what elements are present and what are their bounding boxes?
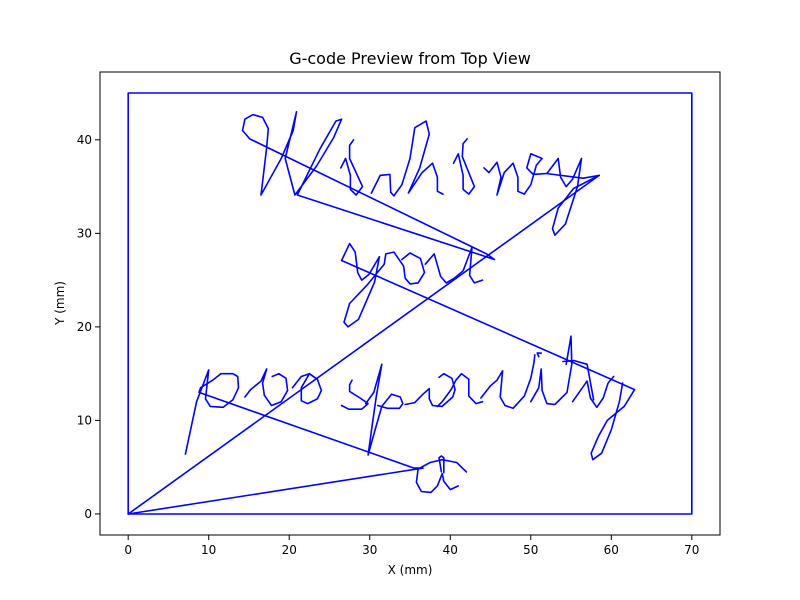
- x-tick-label: 20: [282, 543, 297, 557]
- toolpath-segment: [291, 372, 323, 405]
- y-tick-label: 30: [77, 226, 92, 240]
- x-tick-label: 10: [201, 543, 216, 557]
- x-tick-label: 0: [124, 543, 132, 557]
- toolpath-segment: [571, 375, 615, 409]
- toolpath-segment: [438, 455, 445, 474]
- toolpath-segment: [339, 139, 364, 196]
- toolpath-segment: [127, 92, 693, 515]
- toolpath-segment: [370, 120, 444, 197]
- toolpath-segment: [529, 335, 573, 406]
- toolpath-segment: [404, 372, 456, 408]
- toolpath-segment: [415, 458, 468, 494]
- toolpath-segment: [340, 379, 369, 411]
- y-tick-label: 20: [77, 320, 92, 334]
- x-tick-label: 50: [523, 543, 538, 557]
- toolpath-segment: [340, 242, 426, 328]
- x-tick-label: 40: [443, 543, 458, 557]
- toolpath-segment: [244, 368, 289, 407]
- x-tick-label: 70: [684, 543, 699, 557]
- toolpath-segment: [480, 354, 536, 410]
- x-axis-label: X (mm): [388, 563, 433, 577]
- toolpath-segment: [127, 174, 601, 515]
- y-tick-label: 0: [84, 507, 92, 521]
- toolpath-segment: [241, 111, 496, 261]
- toolpath-segment: [340, 259, 636, 461]
- toolpath-segment: [184, 369, 424, 469]
- toolpath-segment: [483, 153, 601, 236]
- toolpath-segment: [436, 372, 484, 408]
- chart-title: G-code Preview from Top View: [289, 49, 531, 68]
- y-tick-label: 40: [77, 133, 92, 147]
- y-tick-label: 10: [77, 413, 92, 427]
- toolpath-segment: [364, 363, 404, 456]
- toolpath-segment: [424, 246, 484, 284]
- toolpath-segment: [536, 352, 543, 358]
- plot-frame: [99, 71, 721, 536]
- x-tick-label: 60: [604, 543, 619, 557]
- x-tick-label: 30: [362, 543, 377, 557]
- y-axis-label: Y (mm): [53, 281, 67, 326]
- plot-area: [127, 92, 693, 515]
- y-axis: 0 10 20 30 40: [77, 133, 100, 521]
- toolpath-segment: [127, 467, 424, 515]
- toolpath-segment: [562, 359, 595, 401]
- x-axis: 0 10 20 30 40 50 60 70: [124, 535, 699, 557]
- toolpath-segment: [452, 138, 476, 195]
